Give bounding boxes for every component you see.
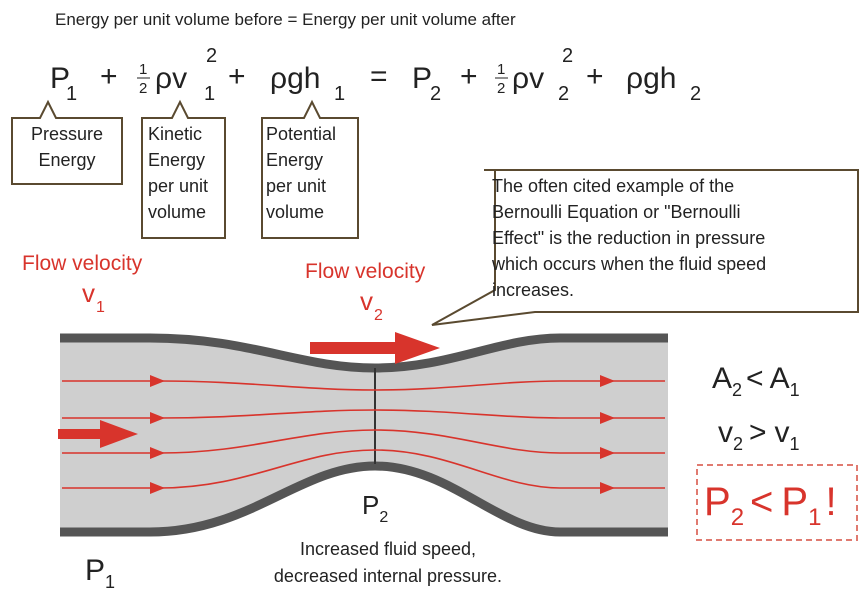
flow-sub: 1 <box>96 299 105 316</box>
callout-line: Effect" is the reduction in pressure <box>492 228 765 248</box>
eq-term: ρgh <box>270 62 320 95</box>
flow-arrows <box>58 332 615 494</box>
caption: decreased internal pressure. <box>274 566 502 586</box>
text-part: > <box>749 416 767 449</box>
arrowhead <box>150 412 165 424</box>
text-part: 2 <box>732 380 742 400</box>
eq-sub: 2 <box>690 83 701 105</box>
flow-label: Flow velocity <box>305 260 426 283</box>
text-part: P <box>781 480 808 524</box>
eq-term: P <box>50 62 70 95</box>
pressure-label: P1 <box>85 554 115 592</box>
label-line: Energy <box>38 150 95 170</box>
eq-term: ρv <box>155 62 187 95</box>
equation: P 1 + 1 2 ρv 1 2 + ρgh 1 = P 2 + 1 2 ρv … <box>50 45 701 105</box>
text-part: 2 <box>731 504 744 531</box>
streamline <box>62 449 665 489</box>
big-arrow <box>58 420 138 448</box>
eq-frac: 2 <box>497 80 505 97</box>
eq-op: + <box>100 60 118 93</box>
text-part: A <box>770 362 790 395</box>
text-part: 1 <box>790 380 800 400</box>
eq-term: ρv <box>512 62 544 95</box>
callout-line: which occurs when the fluid speed <box>491 254 766 274</box>
eq-frac: 1 <box>139 61 147 78</box>
relation: v2 > v1 <box>718 416 800 454</box>
streamline <box>62 380 665 391</box>
eq-sub: 1 <box>204 83 215 105</box>
pipe-wall <box>60 461 668 537</box>
text-part: P <box>704 480 731 524</box>
label-line: Potential <box>266 124 336 144</box>
callout-line: increases. <box>492 280 574 300</box>
label-line: per unit <box>148 176 208 196</box>
text-part: P <box>85 554 105 587</box>
label-line: Kinetic <box>148 124 202 144</box>
eq-term: P <box>412 62 432 95</box>
flow-label: Flow velocity <box>22 252 143 275</box>
streamline <box>62 429 665 454</box>
text-part: < <box>750 480 773 524</box>
text-part: 2 <box>733 434 743 454</box>
arrowhead <box>600 447 615 459</box>
eq-sub: 1 <box>66 83 77 105</box>
text-part: 1 <box>808 504 821 531</box>
label-line: Pressure <box>31 124 103 144</box>
label-line: volume <box>148 202 206 222</box>
eq-sub: 2 <box>430 83 441 105</box>
eq-sup: 2 <box>562 45 573 67</box>
label-line: Energy <box>148 150 205 170</box>
label-line: per unit <box>266 176 326 196</box>
big-arrow <box>310 332 440 364</box>
arrowhead <box>600 412 615 424</box>
eq-frac: 2 <box>139 80 147 97</box>
label-line: volume <box>266 202 324 222</box>
relation: A2 < A1 <box>712 362 800 400</box>
arrowhead <box>600 375 615 387</box>
eq-sub: 1 <box>334 83 345 105</box>
text-part: 1 <box>105 572 115 592</box>
title: Energy per unit volume before = Energy p… <box>55 10 516 29</box>
text-part: A <box>712 362 732 395</box>
eq-op: + <box>460 60 478 93</box>
callout-box <box>431 169 859 326</box>
eq-op: + <box>586 60 604 93</box>
caption: Increased fluid speed, <box>300 539 476 559</box>
text-part: P <box>362 490 379 520</box>
label-box <box>261 99 359 239</box>
arrowhead <box>150 447 165 459</box>
text-part: 1 <box>790 434 800 454</box>
callout-line: Bernoulli Equation or "Bernoulli <box>492 202 741 222</box>
text-part: ! <box>825 480 836 524</box>
eq-op: + <box>228 60 246 93</box>
flow-sub: 2 <box>374 307 383 324</box>
label-box <box>141 99 226 239</box>
pipe-wall <box>60 333 668 373</box>
callout-line: The often cited example of the <box>492 176 734 196</box>
text-part: v <box>718 416 733 449</box>
arrowhead <box>600 482 615 494</box>
eq-op: = <box>370 60 388 93</box>
eq-term: ρgh <box>626 62 676 95</box>
arrowhead <box>150 482 165 494</box>
arrowhead <box>150 375 165 387</box>
flow-symbol: v <box>360 286 373 316</box>
pressure-label: P2 <box>362 490 388 526</box>
label-box <box>11 99 123 185</box>
eq-sup: 2 <box>206 45 217 67</box>
eq-frac: 1 <box>497 61 505 78</box>
label-line: Energy <box>266 150 323 170</box>
text-part: v <box>775 416 790 449</box>
streamline <box>62 409 665 419</box>
flow-symbol: v <box>82 278 95 308</box>
eq-sub: 2 <box>558 83 569 105</box>
text-part: 2 <box>379 509 388 526</box>
text-part: < <box>746 362 764 395</box>
relation: P2 < P1! <box>704 480 837 531</box>
streamlines <box>62 380 665 489</box>
highlight-box <box>696 464 858 541</box>
